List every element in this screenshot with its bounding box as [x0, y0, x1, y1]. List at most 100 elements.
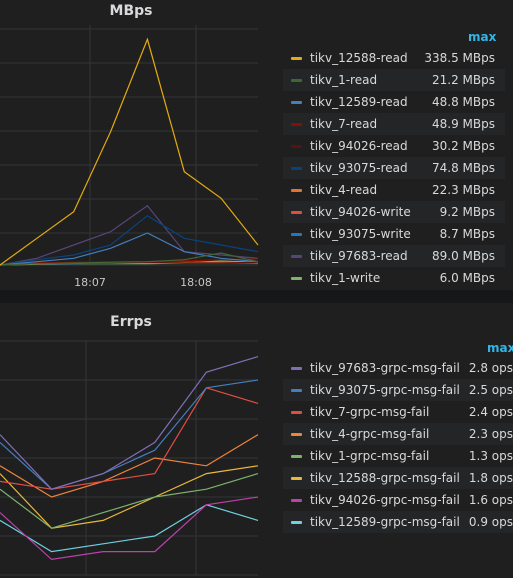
legend-series-max: 1.8 ops — [468, 471, 513, 485]
legend-series-max: 338.5 MBps — [424, 51, 495, 65]
series-line-tikv_93075-grpc-msg-fail — [0, 379, 259, 490]
series-line-tikv_4-grpc-msg-fail — [0, 434, 259, 498]
legend-series-name: tikv_7-grpc-msg-fail — [310, 405, 430, 419]
legend-swatch — [291, 232, 302, 236]
series-line-tikv_12589-grpc-msg-fail — [0, 504, 259, 553]
legend-swatch — [291, 78, 302, 82]
legend-item-tikv_4-grpc-msg-fail[interactable]: tikv_4-grpc-msg-fail 2.3 ops — [283, 423, 513, 445]
series-line-tikv_7-grpc-msg-fail — [0, 387, 259, 490]
series-line-tikv_1-read — [0, 252, 259, 266]
legend-series-name: tikv_97683-grpc-msg-fail — [310, 361, 460, 375]
legend-series-name: tikv_12588-grpc-msg-fail — [310, 471, 460, 485]
legend-item-tikv_7-read[interactable]: tikv_7-read 48.9 MBps — [283, 113, 505, 135]
legend-swatch — [291, 454, 302, 458]
legend-series-max: 74.8 MBps — [432, 161, 495, 175]
legend-item-tikv_93075-grpc-msg-fail[interactable]: tikv_93075-grpc-msg-fail 2.5 ops — [283, 379, 513, 401]
mbps-panel: MBps 18:07 18:08 max tikv_12588-read 338.5… — [0, 0, 505, 290]
legend-swatch — [291, 410, 302, 414]
errps-panel-title[interactable]: Errps — [110, 314, 152, 330]
legend-swatch — [291, 388, 302, 392]
legend-series-max: 48.9 MBps — [432, 117, 495, 131]
legend-item-tikv_1-write[interactable]: tikv_1-write 6.0 MBps — [283, 267, 505, 289]
legend-swatch — [291, 56, 302, 60]
legend-series-max: 0.9 ops — [468, 515, 513, 529]
series-line-tikv_1-grpc-msg-fail — [0, 473, 259, 529]
legend-swatch — [291, 210, 302, 214]
legend-series-max: 21.2 MBps — [432, 73, 495, 87]
legend-series-name: tikv_97683-read — [310, 249, 408, 263]
legend-series-name: tikv_7-read — [310, 117, 378, 131]
legend-item-tikv_12588-grpc-msg-fail[interactable]: tikv_12588-grpc-msg-fail 1.8 ops — [283, 467, 513, 489]
legend-swatch — [291, 100, 302, 104]
legend-series-max: 2.3 ops — [468, 427, 513, 441]
legend-item-tikv_94026-write[interactable]: tikv_94026-write 9.2 MBps — [283, 201, 505, 223]
legend-series-max: 1.6 ops — [468, 493, 513, 507]
legend-swatch — [291, 498, 302, 502]
legend-swatch — [291, 366, 302, 370]
legend-series-name: tikv_93075-grpc-msg-fail — [310, 383, 460, 397]
legend-series-max: 48.8 MBps — [432, 95, 495, 109]
legend-item-tikv_1-grpc-msg-fail[interactable]: tikv_1-grpc-msg-fail 1.3 ops — [283, 445, 513, 467]
legend-series-max: 2.4 ops — [468, 405, 513, 419]
legend-series-name: tikv_1-grpc-msg-fail — [310, 449, 430, 463]
mbps-panel-title[interactable]: MBps — [109, 3, 153, 19]
mbps-chart: 18:07 18:08 — [0, 25, 259, 289]
legend-series-max: 2.8 ops — [468, 361, 513, 375]
legend-series-max: 9.2 MBps — [439, 205, 495, 219]
legend-swatch — [291, 188, 302, 192]
series-line-tikv_12588-read — [0, 37, 259, 266]
series-line-tikv_97683-grpc-msg-fail — [0, 356, 259, 490]
legend-series-max: 1.3 ops — [468, 449, 513, 463]
legend-item-tikv_12589-read[interactable]: tikv_12589-read 48.8 MBps — [283, 91, 505, 113]
legend-item-tikv_97683-read[interactable]: tikv_97683-read 89.0 MBps — [283, 245, 505, 267]
legend-item-tikv_93075-read[interactable]: tikv_93075-read 74.8 MBps — [283, 157, 505, 179]
legend-swatch — [291, 122, 302, 126]
legend-max-header[interactable]: max — [468, 30, 497, 44]
legend-swatch — [291, 520, 302, 524]
legend-item-tikv_1-read[interactable]: tikv_1-read 21.2 MBps — [283, 69, 505, 91]
series-line-tikv_93075-read — [0, 214, 259, 266]
legend-item-tikv_93075-write[interactable]: tikv_93075-write 8.7 MBps — [283, 223, 505, 245]
legend-series-max: 30.2 MBps — [432, 139, 495, 153]
errps-panel: Errps max tikv_97683-grpc-msg-fail 2.8 op… — [0, 303, 513, 578]
legend-max-header[interactable]: max — [487, 341, 513, 355]
legend-swatch — [291, 254, 302, 258]
legend-item-tikv_97683-grpc-msg-fail[interactable]: tikv_97683-grpc-msg-fail 2.8 ops — [283, 357, 513, 379]
legend-swatch — [291, 476, 302, 480]
legend-series-name: tikv_93075-read — [310, 161, 408, 175]
legend-item-tikv_4-read[interactable]: tikv_4-read 22.3 MBps — [283, 179, 505, 201]
legend-series-name: tikv_4-read — [310, 183, 378, 197]
legend-series-name: tikv_94026-write — [310, 205, 411, 219]
mbps-legend: max tikv_12588-read 338.5 MBps tikv_1-read… — [283, 0, 505, 290]
legend-item-tikv_12588-read[interactable]: tikv_12588-read 338.5 MBps — [283, 47, 505, 69]
legend-series-name: tikv_12588-read — [310, 51, 408, 65]
errps-chart — [0, 340, 259, 576]
legend-series-max: 6.0 MBps — [439, 271, 495, 285]
legend-item-tikv_12589-grpc-msg-fail[interactable]: tikv_12589-grpc-msg-fail 0.9 ops — [283, 511, 513, 533]
legend-series-name: tikv_1-read — [310, 73, 378, 87]
legend-series-max: 22.3 MBps — [432, 183, 495, 197]
legend-item-tikv_94026-read[interactable]: tikv_94026-read 30.2 MBps — [283, 135, 505, 157]
legend-item-tikv_7-grpc-msg-fail[interactable]: tikv_7-grpc-msg-fail 2.4 ops — [283, 401, 513, 423]
legend-swatch — [291, 144, 302, 148]
legend-series-name: tikv_1-write — [310, 271, 381, 285]
legend-series-name: tikv_94026-grpc-msg-fail — [310, 493, 460, 507]
series-line-tikv_12588-grpc-msg-fail — [0, 465, 259, 529]
series-line-tikv_94026-grpc-msg-fail — [0, 496, 259, 561]
series-line-tikv_12589-read — [0, 232, 259, 266]
x-tick-label: 18:08 — [180, 276, 212, 289]
legend-swatch — [291, 276, 302, 280]
series-line-tikv_97683-read — [0, 204, 259, 266]
x-tick-label: 18:07 — [74, 276, 106, 289]
legend-swatch — [291, 166, 302, 170]
legend-series-name: tikv_12589-grpc-msg-fail — [310, 515, 460, 529]
legend-series-name: tikv_12589-read — [310, 95, 408, 109]
legend-series-max: 2.5 ops — [468, 383, 513, 397]
legend-item-tikv_94026-grpc-msg-fail[interactable]: tikv_94026-grpc-msg-fail 1.6 ops — [283, 489, 513, 511]
legend-series-max: 89.0 MBps — [432, 249, 495, 263]
legend-swatch — [291, 432, 302, 436]
legend-series-name: tikv_4-grpc-msg-fail — [310, 427, 430, 441]
legend-series-max: 8.7 MBps — [439, 227, 495, 241]
legend-series-name: tikv_94026-read — [310, 139, 408, 153]
errps-legend: max tikv_97683-grpc-msg-fail 2.8 ops tikv_… — [283, 303, 513, 578]
